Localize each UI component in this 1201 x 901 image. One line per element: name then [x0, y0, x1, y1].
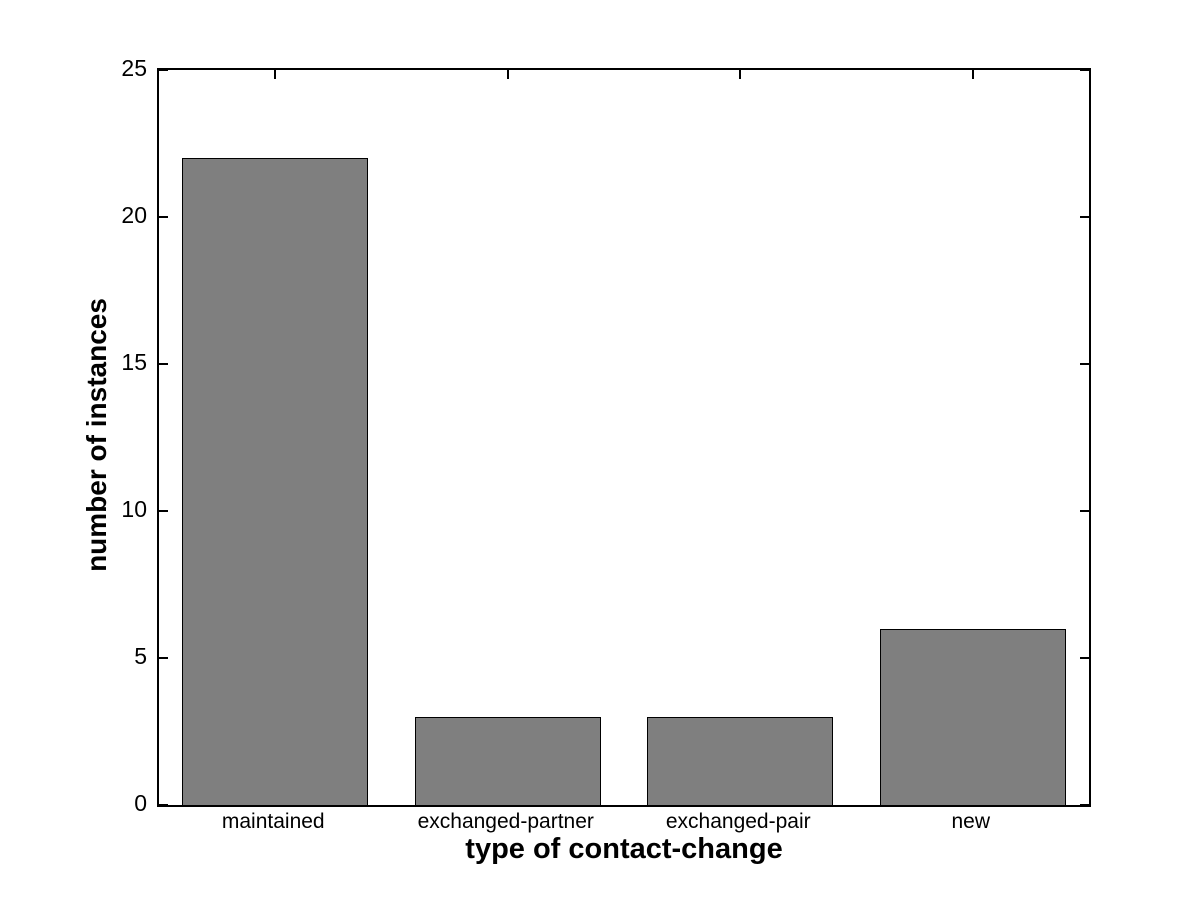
- plot-area: [157, 68, 1091, 807]
- y-tick-mark-left: [159, 804, 168, 806]
- y-tick-mark-right: [1080, 510, 1089, 512]
- x-tick-mark-top: [274, 70, 277, 79]
- x-tick-mark-top: [739, 70, 742, 79]
- y-tick-mark-left: [159, 69, 168, 71]
- y-tick-mark-right: [1080, 216, 1089, 218]
- y-tick-mark-left: [159, 657, 168, 659]
- x-tick-label: exchanged-partner: [417, 810, 594, 833]
- y-tick-mark-left: [159, 510, 168, 512]
- y-tick-label: 10: [121, 496, 147, 522]
- bar-exchanged-pair: [647, 716, 834, 805]
- y-tick-mark-right: [1080, 657, 1089, 659]
- y-tick-mark-right: [1080, 363, 1089, 365]
- x-tick-label: maintained: [221, 810, 325, 833]
- x-tick-mark-top: [971, 70, 974, 79]
- bar-maintained: [182, 158, 369, 805]
- y-tick-label: 20: [121, 202, 147, 228]
- x-tick-label: new: [951, 810, 991, 833]
- y-tick-mark-left: [159, 363, 168, 365]
- y-tick-label: 15: [121, 349, 147, 375]
- y-tick-label: 25: [121, 55, 147, 81]
- y-tick-mark-right: [1080, 69, 1089, 71]
- bar-exchanged-partner: [414, 716, 601, 805]
- bar-new: [879, 628, 1066, 805]
- y-tick-label: 0: [134, 790, 147, 816]
- y-tick-mark-left: [159, 216, 168, 218]
- y-tick-mark-right: [1080, 804, 1089, 806]
- x-axis-label: type of contact-change: [465, 833, 783, 865]
- y-axis-label: number of instances: [81, 298, 112, 572]
- y-tick-label: 5: [134, 643, 147, 669]
- x-tick-mark-top: [506, 70, 509, 79]
- x-tick-label: exchanged-pair: [665, 810, 811, 833]
